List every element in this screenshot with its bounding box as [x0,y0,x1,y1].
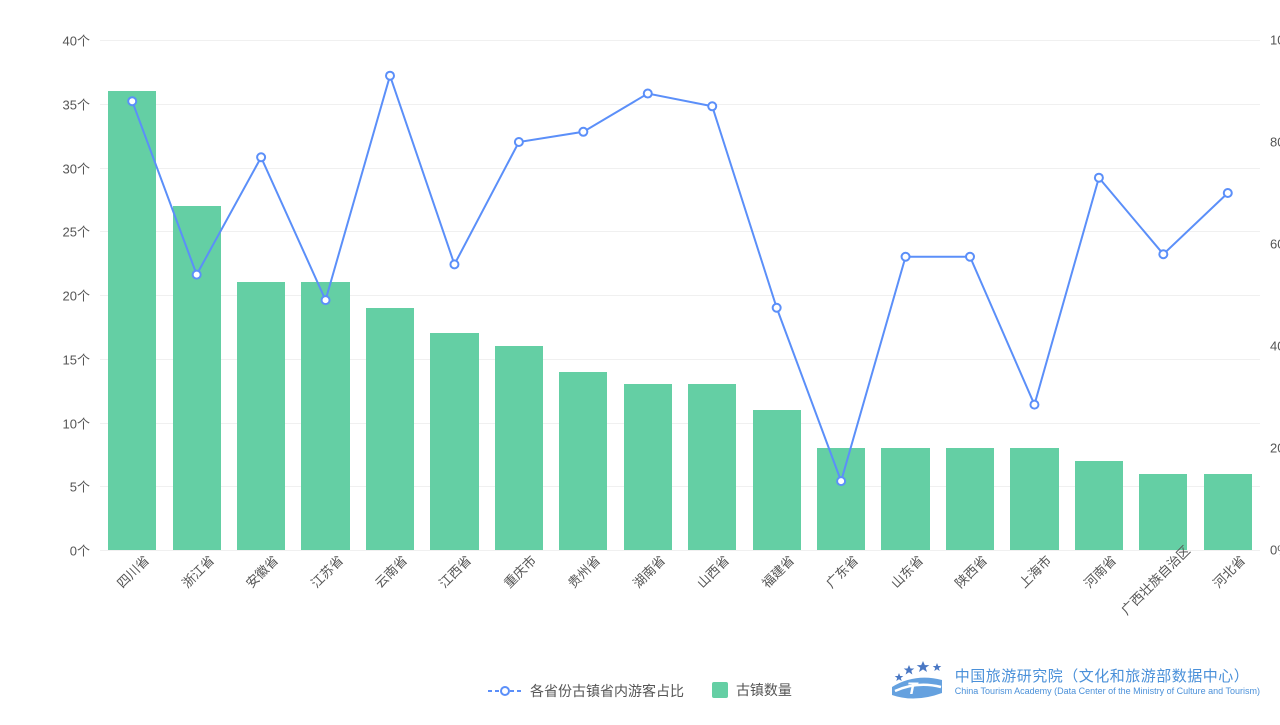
y-right-tick-label: 40% [1270,339,1280,354]
line-marker [128,97,136,105]
y-left-tick-label: 40个 [30,31,90,50]
y-right-tick-label: 100% [1270,33,1280,48]
watermark-text-cn: 中国旅游研究院（文化和旅游部数据中心） [955,665,1260,686]
line-marker [902,253,910,261]
svg-text:T: T [907,679,919,698]
legend-item-line: 各省份古镇省内游客占比 [488,681,684,701]
y-right-tick-label: 80% [1270,135,1280,150]
y-left-tick-label: 25个 [30,222,90,241]
y-left-tick-label: 20个 [30,286,90,305]
y-right-tick-label: 0% [1270,543,1280,558]
watermark-logo-icon: T [887,655,947,705]
line-marker [1224,189,1232,197]
y-left-tick-label: 15个 [30,349,90,368]
y-right-tick-label: 60% [1270,237,1280,252]
x-tick-label: 广东省 [821,551,862,592]
x-tick-label: 陕西省 [950,551,991,592]
line-marker [193,271,201,279]
x-tick-label: 河南省 [1079,551,1120,592]
x-tick-label: 安徽省 [241,551,282,592]
line-marker [257,153,265,161]
x-tick-label: 山东省 [885,551,926,592]
line-marker [515,138,523,146]
line-marker [1030,401,1038,409]
line-marker [579,128,587,136]
line-marker [450,260,458,268]
line-marker [966,253,974,261]
y-left-tick-label: 35个 [30,94,90,113]
legend-line-marker [488,684,522,698]
x-tick-label: 四川省 [112,551,153,592]
x-tick-label: 上海市 [1014,551,1055,592]
x-tick-label: 贵州省 [563,551,604,592]
legend-item-bar: 古镇数量 [712,680,792,700]
x-tick-label: 江西省 [434,551,475,592]
legend-line-label: 各省份古镇省内游客占比 [530,681,684,701]
line-marker [322,296,330,304]
line-marker [837,477,845,485]
line-marker [1095,174,1103,182]
line-marker [773,304,781,312]
line-marker [1159,250,1167,258]
y-left-tick-label: 5个 [30,477,90,496]
line-marker [644,90,652,98]
x-tick-label: 山西省 [692,551,733,592]
grid-line [100,550,1260,551]
x-tick-label: 广西壮族自治区 [1116,541,1194,619]
x-tick-label: 云南省 [370,551,411,592]
y-left-tick-label: 30个 [30,158,90,177]
x-tick-label: 湖南省 [628,551,669,592]
y-left-tick-label: 0个 [30,541,90,560]
watermark-text-en: China Tourism Academy (Data Center of th… [955,686,1260,696]
line-path [132,76,1228,481]
watermark: T 中国旅游研究院（文化和旅游部数据中心） China Tourism Acad… [887,655,1260,705]
legend-bar-label: 古镇数量 [736,680,792,700]
line-series-svg [100,40,1260,550]
x-tick-label: 重庆市 [499,551,540,592]
x-tick-label: 福建省 [756,551,797,592]
x-tick-label: 浙江省 [176,551,217,592]
line-marker [708,102,716,110]
line-marker [386,72,394,80]
chart-plot-area: 0个5个10个15个20个25个30个35个40个0%20%40%60%80%1… [100,40,1260,550]
y-right-tick-label: 20% [1270,441,1280,456]
y-left-tick-label: 10个 [30,413,90,432]
x-tick-label: 河北省 [1208,551,1249,592]
x-tick-label: 江苏省 [305,551,346,592]
legend-bar-swatch [712,682,728,698]
